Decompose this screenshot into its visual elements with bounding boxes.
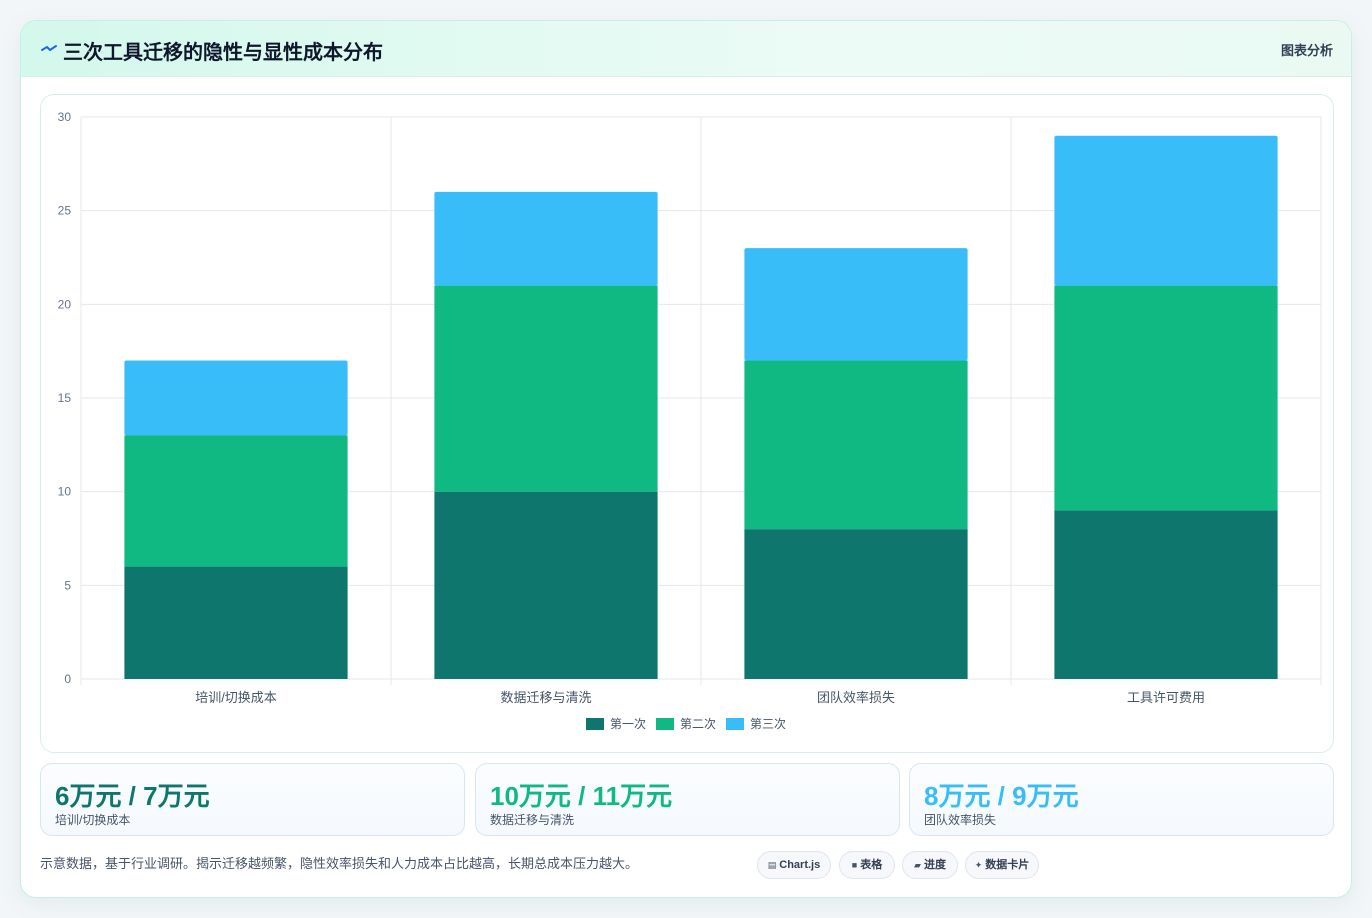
lightning-icon — [41, 45, 57, 51]
x-tick-label: 团队效率损失 — [817, 690, 895, 705]
chart-icon: ▤ — [767, 860, 777, 870]
x-tick-label: 工具许可费用 — [1127, 690, 1205, 705]
legend-label: 第一次 — [610, 717, 646, 731]
bar-segment — [124, 566, 348, 679]
bar-segment — [434, 191, 658, 286]
bar-segment — [744, 248, 968, 361]
pill-label: Chart.js — [779, 859, 821, 871]
progress-icon: ▰ — [914, 860, 921, 870]
legend-swatch — [586, 718, 604, 730]
pill-progress[interactable]: ▰ 进度 — [902, 851, 958, 879]
y-tick-label: 15 — [58, 391, 72, 405]
stat-card-efficiency-loss: 8万元 / 9万元 团队效率损失 — [909, 763, 1334, 836]
pill-chartjs[interactable]: ▤ Chart.js — [757, 851, 831, 879]
y-tick-label: 10 — [58, 485, 72, 499]
card-header: 三次工具迁移的隐性与显性成本分布 图表分析 — [21, 21, 1351, 77]
bar-segment — [434, 491, 658, 679]
stat-card-data-migration: 10万元 / 11万元 数据迁移与清洗 — [475, 763, 900, 836]
y-tick-label: 5 — [64, 578, 71, 592]
chart-container: 0 5 10 15 20 25 30 培训/切换成本 数据迁移与清洗 团队效率损失 工具许可费用第一… — [40, 94, 1334, 753]
stat-cards: 6万元 / 7万元 培训/切换成本 10万元 / 11万元 数据迁移与清洗 8万… — [40, 763, 1334, 836]
stat-value: 10万元 / 11万元 — [490, 781, 673, 811]
table-icon: ■ — [851, 860, 858, 870]
bar-segment — [1054, 135, 1278, 286]
pill-label: 进度 — [923, 859, 946, 871]
y-tick-label: 30 — [58, 110, 72, 124]
y-tick-label: 25 — [58, 204, 72, 218]
bar-segment — [124, 435, 348, 567]
legend-swatch — [726, 718, 744, 730]
bar-segment — [744, 529, 968, 679]
stat-value: 6万元 / 7万元 — [55, 781, 210, 811]
stat-card-training: 6万元 / 7万元 培训/切换成本 — [40, 763, 465, 836]
x-tick-label: 数据迁移与清洗 — [500, 690, 591, 705]
x-tick-label: 培训/切换成本 — [195, 690, 277, 705]
stat-label: 数据迁移与清洗 — [490, 813, 575, 827]
y-tick-label: 0 — [64, 672, 71, 686]
footnote: 示意数据，基于行业调研。揭示迁移越频繁，隐性效率损失和人力成本占比越高，长期总成… — [40, 856, 639, 871]
bar-segment — [124, 360, 348, 436]
bar-segment — [434, 285, 658, 492]
bar-segment — [1054, 510, 1278, 679]
pill-label: 表格 — [860, 859, 883, 871]
stacked-bar-chart: 0 5 10 15 20 25 30 培训/切换成本 数据迁移与清洗 团队效率损失 工具许可费用第一… — [58, 110, 1322, 731]
sparkle-icon: ✦ — [974, 860, 983, 870]
chart-analysis-tag[interactable]: 图表分析 — [1280, 43, 1333, 58]
stat-label: 培训/切换成本 — [55, 813, 131, 827]
bar-segment — [744, 360, 968, 530]
stat-value: 8万元 / 9万元 — [924, 781, 1079, 811]
pill-table[interactable]: ■ 表格 — [839, 851, 895, 879]
chart-card: 三次工具迁移的隐性与显性成本分布 图表分析 0 5 10 15 20 25 30 培训/切换成… — [20, 20, 1352, 898]
page-title: 三次工具迁移的隐性与显性成本分布 — [63, 42, 383, 64]
legend-label: 第二次 — [680, 717, 716, 731]
pill-label: 数据卡片 — [985, 859, 1030, 871]
stat-label: 团队效率损失 — [924, 813, 997, 827]
legend-label: 第三次 — [750, 717, 786, 731]
bar-segment — [1054, 285, 1278, 511]
y-tick-label: 20 — [58, 297, 72, 311]
legend-swatch — [656, 718, 674, 730]
pill-data-card[interactable]: ✦ 数据卡片 — [965, 851, 1039, 879]
